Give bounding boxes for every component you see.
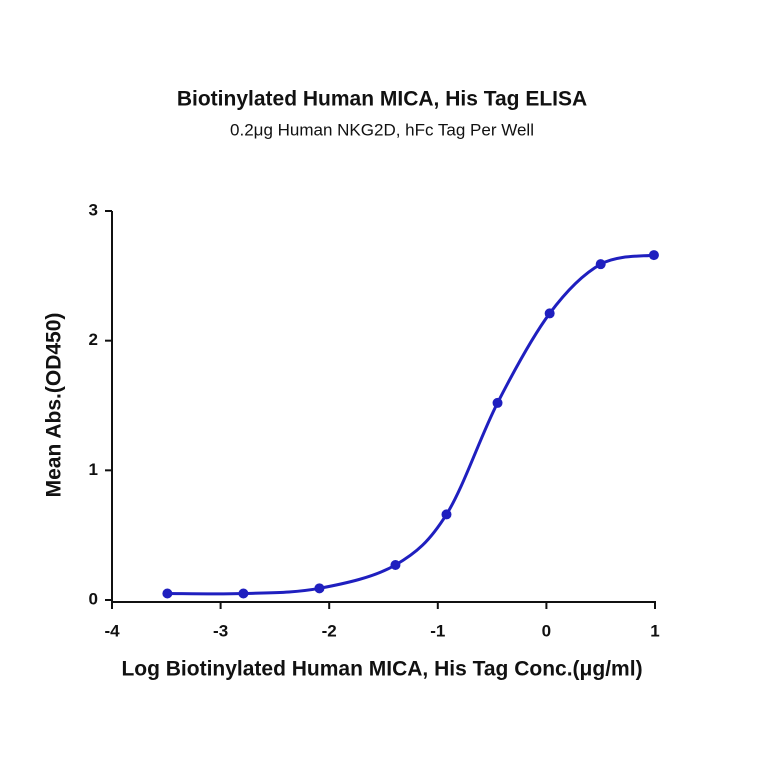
data-point: [162, 588, 173, 599]
y-tick-label: 0: [89, 589, 98, 608]
fit-curve: [167, 253, 655, 596]
y-tick-label: 1: [89, 460, 98, 479]
data-point: [441, 509, 452, 520]
y-tick-label: 2: [89, 330, 98, 349]
data-point: [390, 559, 401, 570]
x-tick-label: -1: [430, 621, 445, 640]
y-tick-label: 3: [89, 200, 98, 219]
y-axis-label: Mean Abs.(OD450): [43, 313, 66, 498]
data-point: [595, 259, 606, 270]
x-axis-label: Log Biotinylated Human MICA, His Tag Con…: [121, 658, 642, 681]
x-tick-label: -3: [213, 621, 228, 640]
data-point: [648, 250, 659, 261]
data-point: [492, 397, 503, 408]
data-point: [314, 583, 325, 594]
data-point: [544, 308, 555, 319]
chart-subtitle: 0.2μg Human NKG2D, hFc Tag Per Well: [230, 120, 534, 139]
x-tick-label: 1: [650, 621, 659, 640]
data-point: [238, 588, 249, 599]
x-tick-label: 0: [542, 621, 551, 640]
chart-title: Biotinylated Human MICA, His Tag ELISA: [177, 88, 587, 111]
x-tick-label: -2: [322, 621, 337, 640]
x-tick-label: -4: [104, 621, 120, 640]
